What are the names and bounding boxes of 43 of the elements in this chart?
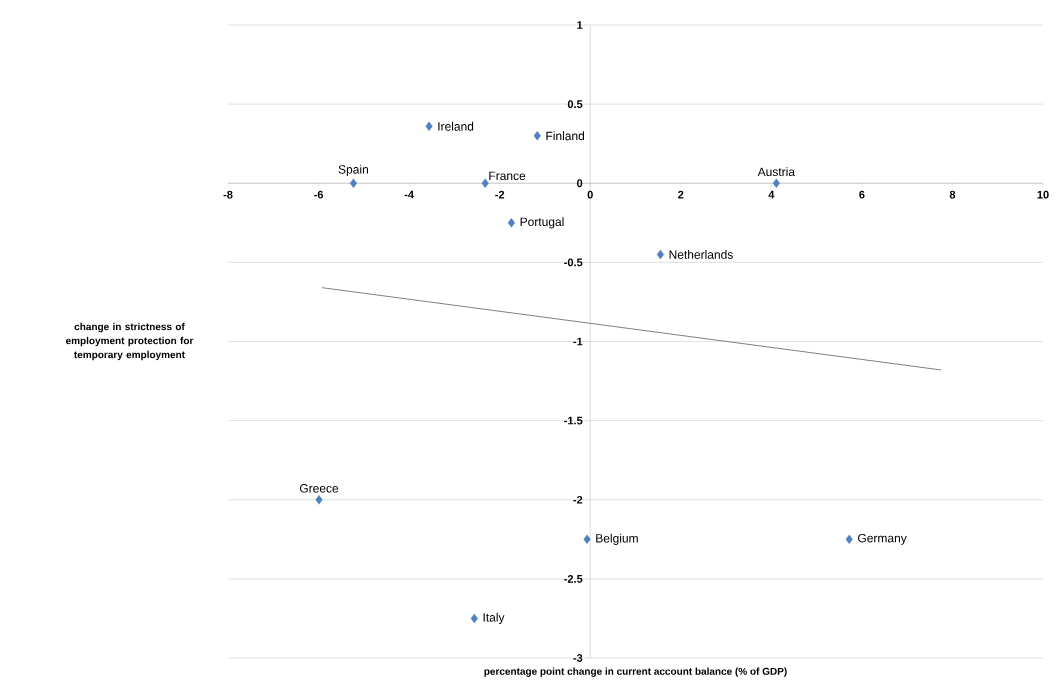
y-tick-label: 1 [577,21,583,29]
annotation: Belgium [596,533,638,545]
x-tick-label: 4 [768,190,775,199]
x-tick-label: -8 [223,190,233,199]
x-axis-title: percentage point change in current account balance (% of GDP) [484,667,787,677]
annotation: Italy [483,612,505,625]
y-tick-label: -2 [573,495,583,504]
annotation: Portugal [520,217,564,229]
point [583,534,591,545]
point [656,249,664,260]
annotation: Austria [757,167,795,177]
annotation: Finland [546,131,585,141]
point [507,218,516,228]
y-tick-label: -0.5 [564,258,583,267]
x-tick-label: -2 [495,190,505,199]
annotation: Ireland [438,121,474,131]
y-axis-title: change in strictness of employment protection for temporary employment [65,322,194,361]
x-tick-label: 8 [949,190,956,199]
y-tick-label: 0 [577,179,583,188]
point [533,131,541,141]
x-tick-label: 2 [678,190,684,199]
x-tick-label: -4 [404,190,414,199]
point [481,178,489,188]
annotation: France [489,171,526,181]
annotation: Germany [858,533,907,545]
point [315,495,323,505]
y-tick-label: -1 [573,337,583,346]
point [425,121,433,131]
point [845,534,853,545]
point [772,178,780,188]
x-tick-label: -6 [314,190,324,199]
x-tick-label: 10 [1037,190,1049,199]
y-tick-label: -1.5 [564,416,583,425]
annotation: Greece [299,484,339,493]
point [349,178,357,188]
y-tick-label: -2.5 [564,574,583,583]
x-tick-label: 6 [859,190,865,199]
y-tick-label: 0.5 [567,100,583,109]
y-tick-label: -3 [573,654,583,662]
point [470,613,478,624]
x-tick-label: 0 [587,190,593,199]
annotation: Netherlands [669,250,733,259]
annotation: Spain [338,164,368,177]
